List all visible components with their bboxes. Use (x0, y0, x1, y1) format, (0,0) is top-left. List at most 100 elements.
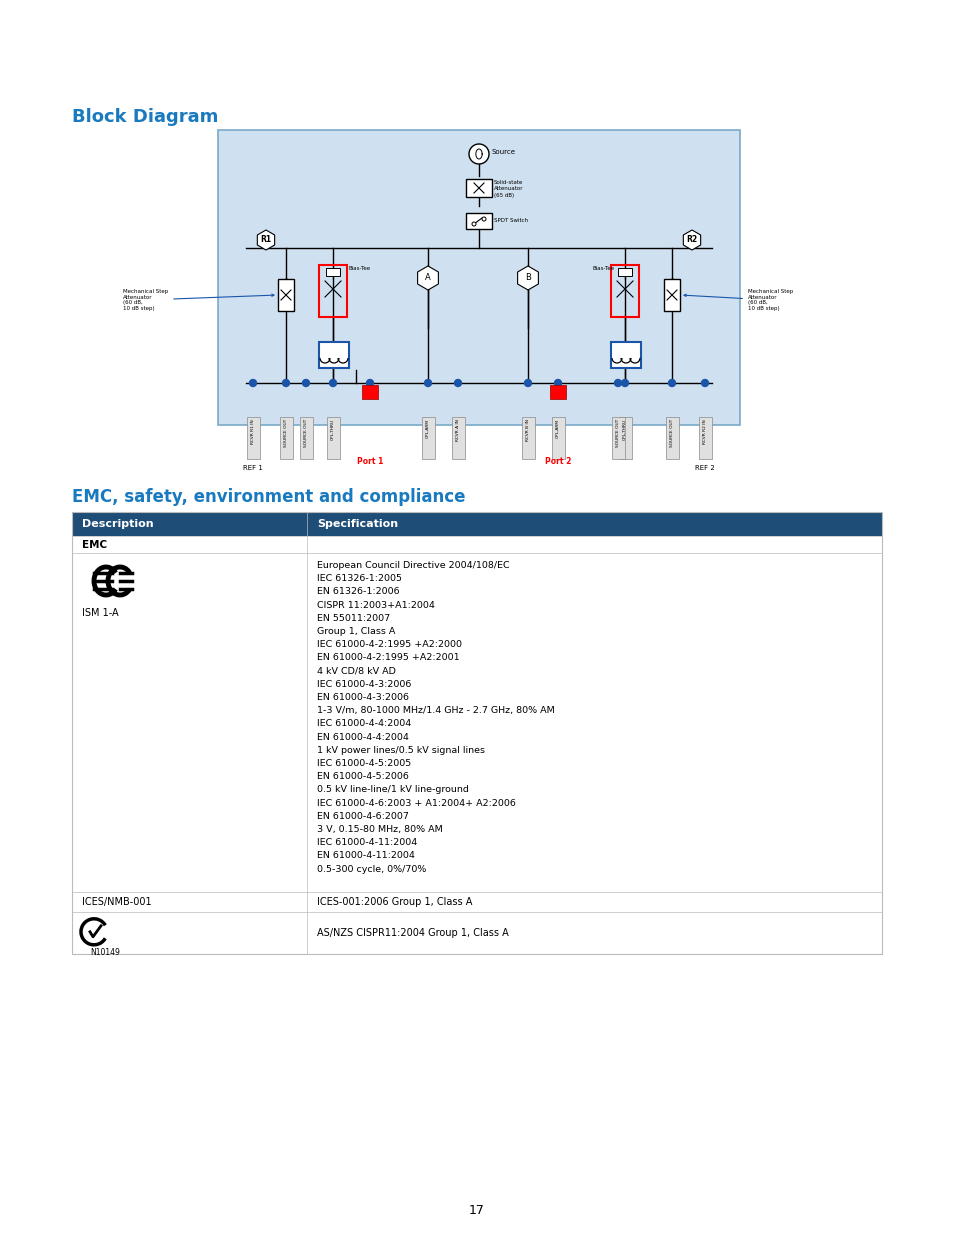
Text: SOURCE OUT: SOURCE OUT (284, 419, 288, 447)
Circle shape (524, 379, 531, 387)
Circle shape (620, 379, 628, 387)
Text: IEC 61000-4-3:2006: IEC 61000-4-3:2006 (316, 679, 411, 689)
Text: REF 2: REF 2 (695, 466, 714, 471)
Text: 4 kV CD/8 kV AD: 4 kV CD/8 kV AD (316, 667, 395, 676)
Bar (521, 417, 535, 459)
Text: R1: R1 (260, 236, 272, 245)
Circle shape (366, 379, 374, 387)
Circle shape (700, 379, 708, 387)
Circle shape (454, 379, 461, 387)
Bar (361, 385, 377, 399)
Text: EN 55011:2007: EN 55011:2007 (316, 614, 390, 622)
Bar (71, 513, 882, 953)
Bar (277, 279, 294, 311)
Bar (247, 417, 260, 459)
Text: Port 1: Port 1 (356, 457, 383, 466)
Bar (326, 268, 339, 275)
FancyBboxPatch shape (218, 130, 740, 425)
Text: 17: 17 (469, 1203, 484, 1216)
Bar (71, 513, 882, 536)
Polygon shape (517, 266, 537, 290)
Circle shape (329, 379, 336, 387)
Text: SOURCE OUT: SOURCE OUT (304, 419, 308, 447)
Text: RCVR R1 IN: RCVR R1 IN (251, 419, 254, 443)
Text: CPL-ARM: CPL-ARM (426, 419, 430, 438)
Text: CISPR 11:2003+A1:2004: CISPR 11:2003+A1:2004 (316, 600, 435, 610)
Text: Specification: Specification (316, 519, 397, 529)
Text: CPL-THRU: CPL-THRU (622, 419, 626, 440)
Bar (465, 212, 492, 228)
Text: CPL-THRU: CPL-THRU (331, 419, 335, 440)
Text: IEC 61000-4-5:2005: IEC 61000-4-5:2005 (316, 760, 411, 768)
Text: RCVR A IN: RCVR A IN (456, 419, 459, 441)
Bar (665, 417, 679, 459)
Text: IEC 61000-4-2:1995 +A2:2000: IEC 61000-4-2:1995 +A2:2000 (316, 640, 461, 650)
Text: EN 61000-4-6:2007: EN 61000-4-6:2007 (316, 811, 409, 821)
Text: (65 dB): (65 dB) (494, 193, 514, 198)
Text: ICES-001:2006 Group 1, Class A: ICES-001:2006 Group 1, Class A (316, 897, 472, 906)
Text: IEC 61326-1:2005: IEC 61326-1:2005 (316, 574, 401, 583)
Bar (610, 266, 639, 317)
Circle shape (469, 144, 489, 164)
Circle shape (302, 379, 309, 387)
Text: European Council Directive 2004/108/EC: European Council Directive 2004/108/EC (316, 561, 509, 571)
Text: ICES/NMB-001: ICES/NMB-001 (82, 897, 152, 906)
Circle shape (668, 379, 675, 387)
Text: EN 61000-4-5:2006: EN 61000-4-5:2006 (316, 772, 409, 782)
Text: SOURCE OUT: SOURCE OUT (669, 419, 673, 447)
Text: R2: R2 (686, 236, 697, 245)
Text: Solid-state: Solid-state (494, 180, 523, 185)
Bar (610, 342, 640, 368)
Bar (465, 179, 492, 198)
Text: B: B (524, 273, 531, 283)
Text: A: A (425, 273, 431, 283)
Text: 0.5 kV line-line/1 kV line-ground: 0.5 kV line-line/1 kV line-ground (316, 785, 468, 794)
Text: EN 61000-4-11:2004: EN 61000-4-11:2004 (316, 851, 415, 861)
Text: RCVR R2 IN: RCVR R2 IN (702, 419, 706, 443)
Bar (699, 417, 711, 459)
Polygon shape (417, 266, 438, 290)
Text: Description: Description (82, 519, 153, 529)
Text: 3 V, 0.15-80 MHz, 80% AM: 3 V, 0.15-80 MHz, 80% AM (316, 825, 442, 834)
Text: AS/NZS CISPR11:2004 Group 1, Class A: AS/NZS CISPR11:2004 Group 1, Class A (316, 927, 508, 937)
Bar (318, 266, 347, 317)
Text: IEC 61000-4-11:2004: IEC 61000-4-11:2004 (316, 839, 416, 847)
Text: Source: Source (492, 149, 516, 156)
Text: Mechanical Step
Attenuator
(60 dB,
10 dB step): Mechanical Step Attenuator (60 dB, 10 dB… (123, 289, 274, 311)
Text: Bias-Tee: Bias-Tee (349, 266, 371, 270)
Text: EMC, safety, environment and compliance: EMC, safety, environment and compliance (71, 488, 465, 506)
Text: IEC 61000-4-4:2004: IEC 61000-4-4:2004 (316, 720, 411, 729)
Text: EN 61000-4-2:1995 +A2:2001: EN 61000-4-2:1995 +A2:2001 (316, 653, 459, 662)
Text: REF 1: REF 1 (243, 466, 263, 471)
Bar (327, 417, 339, 459)
Bar (618, 417, 631, 459)
Text: SPDT Switch: SPDT Switch (494, 219, 528, 224)
Text: EN 61326-1:2006: EN 61326-1:2006 (316, 588, 399, 597)
Text: EN 61000-4-4:2004: EN 61000-4-4:2004 (316, 732, 409, 741)
Text: Mechanical Step
Attenuator
(60 dB,
10 dB step): Mechanical Step Attenuator (60 dB, 10 dB… (683, 289, 792, 311)
Circle shape (250, 379, 256, 387)
Bar (612, 417, 624, 459)
Text: N10149: N10149 (90, 947, 120, 957)
Bar (550, 385, 565, 399)
Bar (318, 342, 349, 368)
Circle shape (614, 379, 620, 387)
Text: 1-3 V/m, 80-1000 MHz/1.4 GHz - 2.7 GHz, 80% AM: 1-3 V/m, 80-1000 MHz/1.4 GHz - 2.7 GHz, … (316, 706, 554, 715)
Text: EMC: EMC (82, 540, 107, 550)
Text: Block Diagram: Block Diagram (71, 107, 218, 126)
Bar (663, 279, 679, 311)
Polygon shape (682, 230, 700, 249)
Text: Bias-Tee: Bias-Tee (593, 266, 615, 270)
Bar (280, 417, 293, 459)
Text: 1 kV power lines/0.5 kV signal lines: 1 kV power lines/0.5 kV signal lines (316, 746, 484, 755)
Circle shape (554, 379, 561, 387)
Circle shape (481, 217, 485, 221)
Text: 0.5-300 cycle, 0%/70%: 0.5-300 cycle, 0%/70% (316, 864, 426, 873)
Circle shape (282, 379, 289, 387)
Text: CPL-ARM: CPL-ARM (556, 419, 559, 438)
Text: Port 2: Port 2 (544, 457, 571, 466)
Circle shape (472, 222, 476, 226)
Text: IEC 61000-4-6:2003 + A1:2004+ A2:2006: IEC 61000-4-6:2003 + A1:2004+ A2:2006 (316, 799, 516, 808)
Bar (552, 417, 564, 459)
Text: Attenuator: Attenuator (494, 186, 523, 191)
